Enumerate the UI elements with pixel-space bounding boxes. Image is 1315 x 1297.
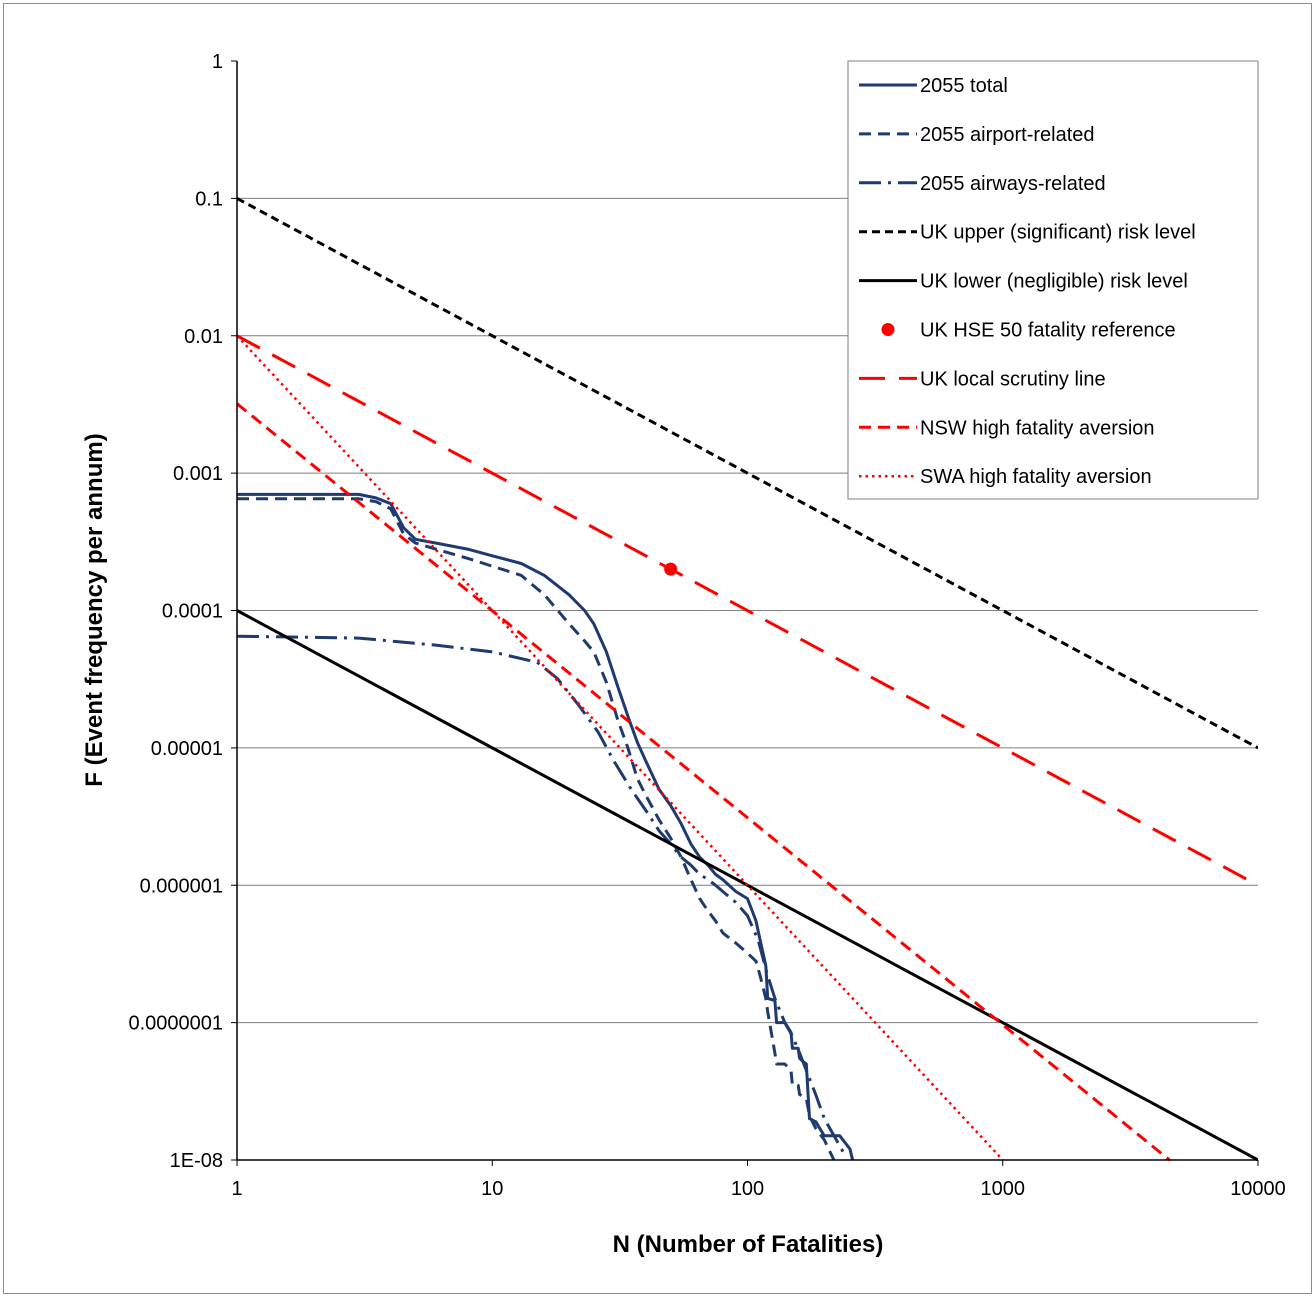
y-tick-label: 0.000001 (140, 875, 223, 897)
tick-labels: 1 0.1 0.01 0.001 0.0001 0.00001 0.000001 0.0000… (128, 51, 1285, 1200)
y-tick-label: 0.001 (173, 463, 223, 485)
x-tick-label: 10 (481, 1178, 503, 1200)
legend-uk-lower-negligible-risk-level-label: UK lower (negligible) risk level (920, 271, 1188, 293)
axes (231, 60, 1259, 1166)
x-tick-label: 10000 (1230, 1178, 1286, 1200)
legend-uk-local-scrutiny-line-label: UK local scrutiny line (920, 368, 1106, 390)
series-swa-high-fatality-aversion-line (237, 334, 1004, 1161)
y-tick-label: 0.1 (195, 188, 223, 210)
y-tick-label: 1E-08 (170, 1150, 223, 1172)
x-tick-label: 1 (231, 1178, 242, 1200)
legend-swa-high-fatality-aversion-label: SWA high fatality aversion (920, 466, 1152, 488)
series-nsw-high-fatality-aversion-line (237, 402, 1171, 1161)
legend-2055-airport-related-label: 2055 airport-related (920, 124, 1095, 146)
legend-nsw-high-fatality-aversion-label: NSW high fatality aversion (920, 417, 1155, 439)
y-tick-label: 0.01 (184, 326, 223, 348)
series-2055-airways-related-line (237, 634, 846, 1156)
y-tick-label: 0.00001 (151, 738, 223, 760)
x-axis-title: N (Number of Fatalities) (613, 1231, 884, 1258)
series-uk-lower-negligible-risk-level-line (237, 609, 1258, 1161)
y-tick-label: 1 (212, 51, 223, 73)
series-2055-total-line (237, 492, 855, 1161)
series-uk-local-scrutiny-line-line (237, 334, 1258, 887)
legend: 2055 total 2055 airport-related 2055 airwa… (847, 60, 1259, 500)
series-2055-airport-related-line (237, 497, 836, 1161)
y-tick-label: 0.0001 (162, 601, 223, 623)
series-uk-upper-significant-risk-level-line (237, 197, 1258, 750)
x-tick-label: 1000 (981, 1178, 1026, 1200)
x-tick-label: 100 (731, 1178, 764, 1200)
legend-uk-upper-significant-risk-level-label: UK upper (significant) risk level (920, 222, 1196, 244)
series-layer (237, 197, 1258, 1161)
legend-2055-total-label: 2055 total (920, 75, 1008, 97)
y-tick-label: 0.0000001 (128, 1013, 223, 1035)
legend-uk-hse-50-fatality-reference-marker (881, 323, 895, 336)
y-axis-title: F (Event frequency per annum) (81, 433, 108, 786)
legend-uk-hse-50-fatality-reference-label: UK HSE 50 fatality reference (920, 320, 1176, 342)
legend-2055-airways-related-label: 2055 airways-related (920, 173, 1106, 195)
